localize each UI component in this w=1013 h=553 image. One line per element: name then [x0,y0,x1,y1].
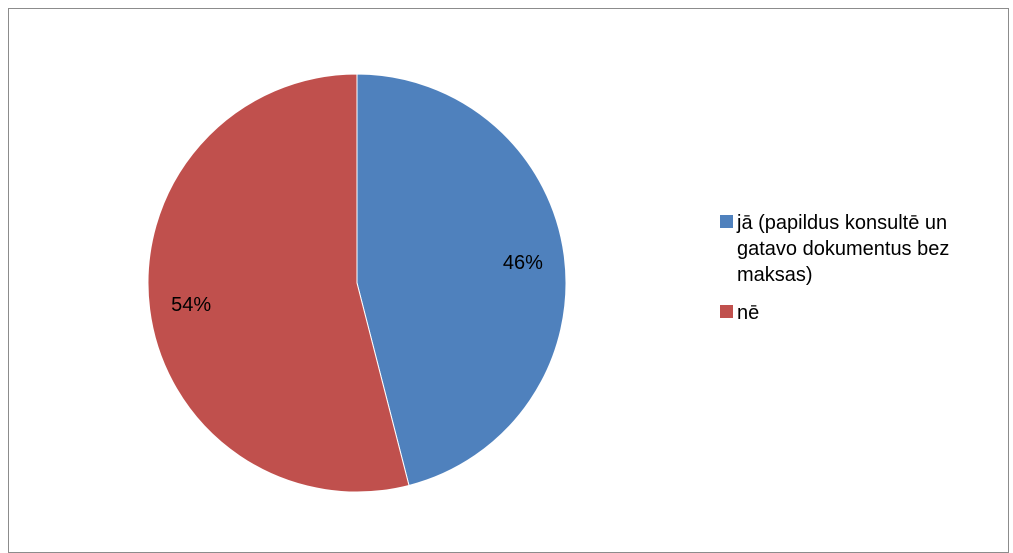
pie-slice-ne [147,73,410,493]
legend-label-ja: jā (papildus konsultē un gatavo dokument… [737,212,950,286]
data-label-ne: 54% [171,294,211,316]
legend-label-ne: nē [737,302,760,324]
legend-item-ne: nē [720,300,1010,326]
legend-swatch-ja [720,215,733,228]
legend-item-ja: jā (papildus konsultē un gatavo dokument… [720,210,1010,288]
legend-swatch-ne [720,305,733,318]
data-label-ja: 46% [503,252,543,274]
pie-slice-ja [356,73,567,487]
legend: jā (papildus konsultē un gatavo dokument… [720,210,1010,338]
